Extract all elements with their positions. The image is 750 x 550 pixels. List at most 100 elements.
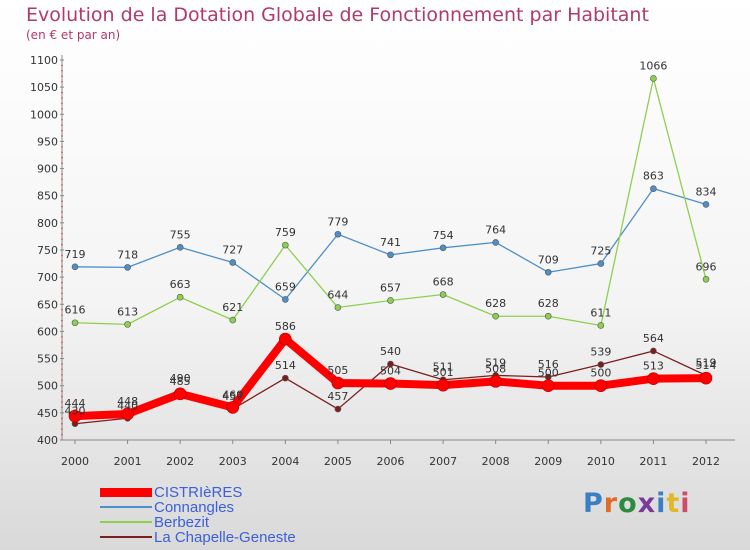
- y-minor-tick: [61, 97, 63, 99]
- data-label: 508: [485, 362, 506, 375]
- data-point: [387, 360, 394, 368]
- y-minor-tick: [61, 373, 63, 376]
- data-label: 519: [485, 356, 506, 369]
- y-tick-label: 850: [37, 190, 58, 203]
- data-point: [334, 304, 342, 311]
- data-point: [229, 316, 237, 324]
- x-tick-label: 2006: [377, 455, 405, 468]
- data-point: [121, 407, 134, 421]
- data-label: 621: [222, 301, 243, 314]
- legend-label: CISTRIèRES: [154, 483, 243, 501]
- y-tick-label: 950: [37, 135, 58, 148]
- y-minor-tick: [61, 422, 63, 425]
- y-minor-tick: [61, 227, 63, 230]
- data-point: [173, 387, 187, 401]
- y-minor-tick: [61, 64, 63, 67]
- data-label: 628: [538, 297, 559, 310]
- y-minor-tick: [61, 335, 63, 338]
- data-point: [650, 185, 657, 192]
- data-label: 611: [590, 306, 611, 319]
- y-minor-tick: [61, 308, 63, 311]
- data-point: [68, 409, 82, 423]
- y-minor-tick: [61, 189, 63, 192]
- data-label: 540: [380, 345, 401, 358]
- data-point: [541, 379, 555, 393]
- y-minor-tick: [61, 325, 63, 327]
- data-point: [650, 347, 657, 355]
- y-minor-tick: [61, 118, 63, 121]
- data-label: 759: [275, 226, 296, 239]
- legend-swatch: [100, 536, 152, 538]
- x-tick-label: 2011: [639, 455, 667, 468]
- legend-swatch: [100, 487, 152, 497]
- x-tick-label: 2004: [271, 455, 299, 468]
- y-minor-tick: [61, 216, 63, 219]
- data-point: [384, 377, 397, 390]
- data-label: 657: [380, 281, 401, 294]
- data-point: [544, 268, 552, 276]
- data-point: [124, 264, 131, 271]
- x-tick-label: 2002: [166, 455, 194, 468]
- legend-label: Berbezit: [154, 513, 210, 531]
- data-label: 514: [696, 359, 717, 372]
- logo-letter: r: [603, 488, 619, 519]
- data-point: [699, 371, 713, 385]
- data-label: 741: [380, 236, 401, 249]
- y-minor-tick: [61, 238, 63, 241]
- data-point: [331, 376, 345, 390]
- data-point: [71, 319, 79, 327]
- y-minor-tick: [61, 417, 63, 420]
- y-minor-tick: [61, 232, 63, 235]
- data-label: 709: [538, 253, 559, 266]
- y-tick-label: 750: [37, 244, 58, 257]
- data-point: [282, 241, 289, 249]
- y-minor-tick: [61, 243, 63, 246]
- data-point: [492, 239, 499, 246]
- data-label: 755: [170, 228, 191, 241]
- data-point: [279, 332, 292, 346]
- logo-letter: x: [637, 488, 657, 519]
- logo-letter: o: [618, 488, 638, 519]
- data-label: 539: [590, 346, 611, 359]
- y-tick-label: 650: [37, 298, 58, 311]
- y-tick-label: 1050: [30, 81, 58, 94]
- chart-subtitle: (en € et par an): [26, 28, 121, 42]
- y-minor-tick: [61, 162, 63, 165]
- data-label: 725: [590, 245, 611, 258]
- logo-letter: P: [583, 488, 604, 519]
- y-minor-tick: [61, 129, 63, 132]
- data-point: [334, 405, 342, 413]
- y-minor-tick: [61, 428, 63, 431]
- chart-title: Evolution de la Dotation Globale de Fonc…: [26, 4, 649, 26]
- data-label: 485: [170, 375, 191, 388]
- y-minor-tick: [61, 91, 63, 94]
- legend-item: Connangles: [100, 499, 234, 516]
- y-tick-label: 1100: [30, 54, 58, 67]
- data-label: 440: [117, 399, 138, 412]
- y-minor-tick: [61, 368, 63, 371]
- y-minor-tick: [61, 395, 63, 398]
- data-label: 779: [327, 215, 348, 228]
- y-minor-tick: [61, 297, 63, 300]
- y-minor-tick: [61, 379, 63, 382]
- data-point: [492, 312, 499, 320]
- y-minor-tick: [61, 259, 63, 262]
- data-label: 457: [222, 390, 243, 403]
- y-minor-tick: [61, 406, 63, 409]
- data-label: 513: [643, 360, 664, 373]
- data-point: [176, 243, 184, 251]
- logo-letter: i: [656, 488, 667, 519]
- y-tick-label: 500: [37, 380, 58, 393]
- data-point: [647, 372, 660, 385]
- legend-item: La Chapelle-Geneste: [100, 529, 296, 546]
- y-minor-tick: [61, 270, 63, 273]
- data-point: [594, 379, 608, 393]
- data-point: [439, 291, 447, 298]
- y-minor-tick: [61, 346, 63, 349]
- y-minor-tick: [61, 156, 63, 159]
- data-label: 511: [433, 361, 454, 374]
- data-label: 514: [275, 359, 296, 372]
- data-label: 500: [590, 367, 611, 380]
- data-point: [124, 321, 131, 328]
- y-minor-tick: [61, 292, 63, 295]
